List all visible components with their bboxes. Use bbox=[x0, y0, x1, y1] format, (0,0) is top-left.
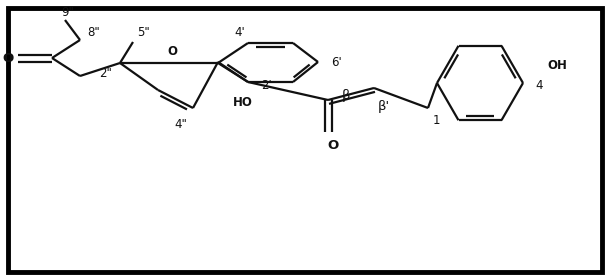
Text: OH: OH bbox=[547, 59, 567, 71]
Text: 4': 4' bbox=[235, 25, 245, 39]
Text: 1: 1 bbox=[432, 113, 440, 127]
Text: 8": 8" bbox=[88, 25, 101, 39]
Text: 2': 2' bbox=[260, 78, 271, 92]
Text: O: O bbox=[167, 45, 177, 57]
Text: O: O bbox=[2, 52, 13, 64]
Text: 4": 4" bbox=[174, 118, 187, 130]
Text: 6': 6' bbox=[331, 55, 342, 69]
Text: O: O bbox=[328, 139, 339, 151]
Text: 4: 4 bbox=[535, 78, 543, 92]
Text: 9": 9" bbox=[62, 6, 74, 18]
Text: β: β bbox=[342, 88, 350, 102]
Text: β': β' bbox=[378, 99, 390, 113]
Text: 5": 5" bbox=[137, 25, 149, 39]
Text: HO: HO bbox=[233, 95, 253, 109]
Text: 2": 2" bbox=[99, 67, 112, 80]
